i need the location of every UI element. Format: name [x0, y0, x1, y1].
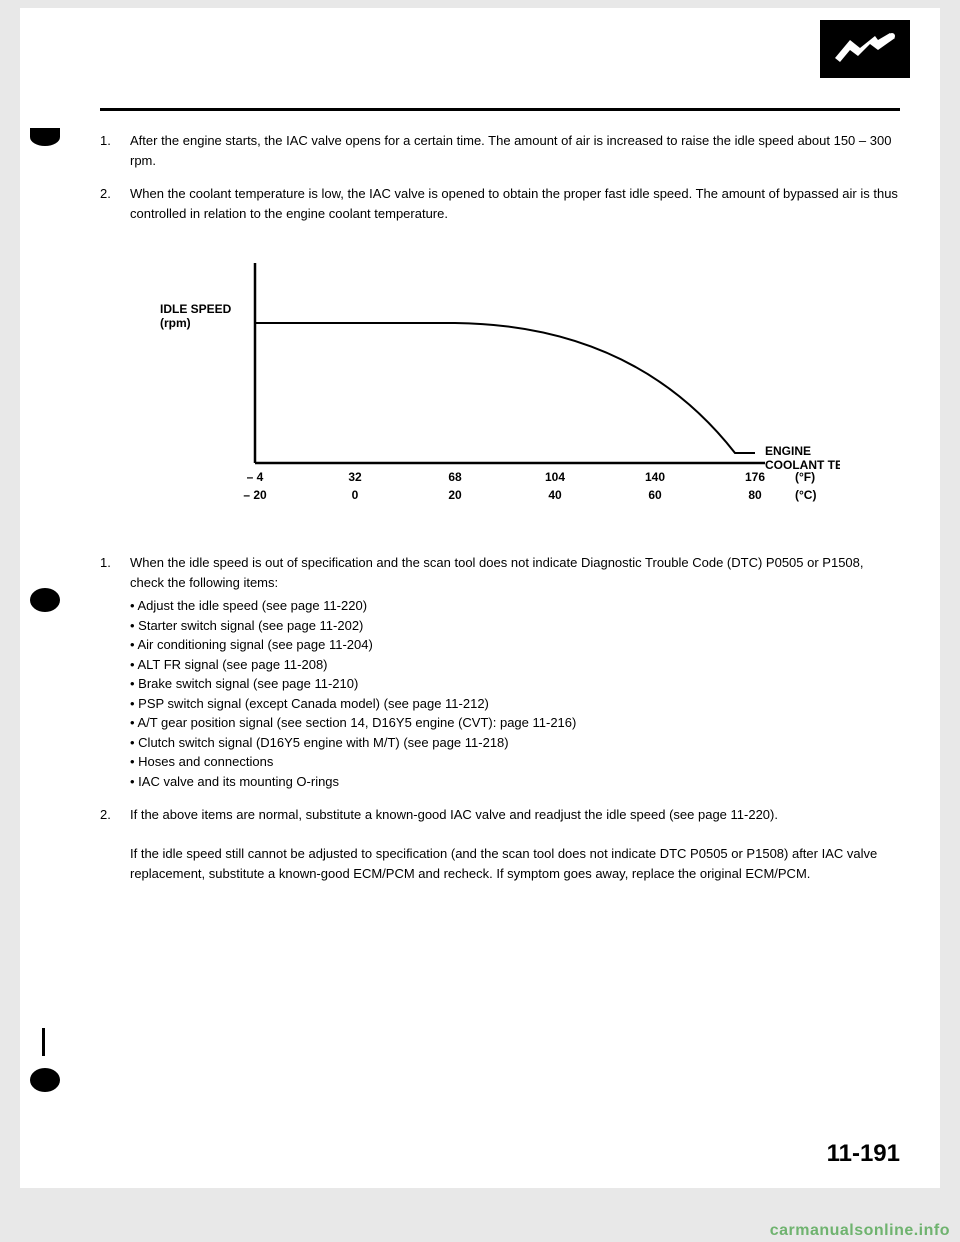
bullet: Hoses and connections	[130, 752, 900, 772]
x-tick-f: – 4	[247, 470, 264, 484]
item-number: 2.	[100, 184, 130, 223]
para: If the above items are normal, substitut…	[130, 807, 778, 822]
x-tick-f: 32	[348, 470, 362, 484]
idle-speed-chart: IDLE SPEED (rpm) – 4 32 68 104 140 176 (…	[160, 253, 900, 513]
x-tick-c: 40	[548, 488, 562, 502]
list-item: 2. When the coolant temperature is low, …	[100, 184, 900, 223]
x-tick-c: 0	[352, 488, 359, 502]
watermark: carmanualsonline.info	[770, 1222, 950, 1240]
x-tick-f: 68	[448, 470, 462, 484]
item-text: After the engine starts, the IAC valve o…	[130, 131, 900, 170]
item-number: 2.	[100, 805, 130, 883]
unit-f: (°F)	[795, 470, 815, 484]
bullet: Brake switch signal (see page 11-210)	[130, 674, 900, 694]
x-axis-label: ENGINE COOLANT TEMPERATURE	[765, 444, 840, 472]
bullet: IAC valve and its mounting O-rings	[130, 772, 900, 792]
manual-page: 1. After the engine starts, the IAC valv…	[20, 8, 940, 1188]
list-item: 1. When the idle speed is out of specifi…	[100, 553, 900, 791]
x-tick-f: 104	[545, 470, 565, 484]
item-text: If the above items are normal, substitut…	[130, 805, 900, 883]
page-number: 11-191	[827, 1140, 900, 1168]
bullet: Adjust the idle speed (see page 11-220)	[130, 596, 900, 616]
header-rule	[100, 108, 900, 111]
x-tick-c: 60	[648, 488, 662, 502]
item-number: 1.	[100, 131, 130, 170]
item-text: When the coolant temperature is low, the…	[130, 184, 900, 223]
x-tick-c: 20	[448, 488, 462, 502]
bullet: Air conditioning signal (see page 11-204…	[130, 635, 900, 655]
item-text: When the idle speed is out of specificat…	[130, 553, 900, 791]
procedure-list-bottom: 1. When the idle speed is out of specifi…	[100, 553, 900, 883]
unit-c: (°C)	[795, 488, 816, 502]
x-tick-f: 176	[745, 470, 765, 484]
bullet: A/T gear position signal (see section 14…	[130, 713, 900, 733]
list-item: 2. If the above items are normal, substi…	[100, 805, 900, 883]
list-item: 1. After the engine starts, the IAC valv…	[100, 131, 900, 170]
para: If the idle speed still cannot be adjust…	[130, 846, 877, 881]
engine-icon	[830, 28, 900, 70]
x-tick-f: 140	[645, 470, 665, 484]
x-tick-c: – 20	[243, 488, 267, 502]
intro-text: When the idle speed is out of specificat…	[130, 555, 864, 590]
bullet: Clutch switch signal (D16Y5 engine with …	[130, 733, 900, 753]
bullet: ALT FR signal (see page 11-208)	[130, 655, 900, 675]
y-axis-label: IDLE SPEED (rpm)	[160, 302, 235, 330]
check-items: Adjust the idle speed (see page 11-220) …	[130, 596, 900, 791]
x-tick-c: 80	[748, 488, 762, 502]
bullet: PSP switch signal (except Canada model) …	[130, 694, 900, 714]
binding-marks	[20, 8, 70, 1188]
bullet: Starter switch signal (see page 11-202)	[130, 616, 900, 636]
section-logo	[820, 20, 910, 78]
item-number: 1.	[100, 553, 130, 791]
procedure-list-top: 1. After the engine starts, the IAC valv…	[100, 131, 900, 223]
